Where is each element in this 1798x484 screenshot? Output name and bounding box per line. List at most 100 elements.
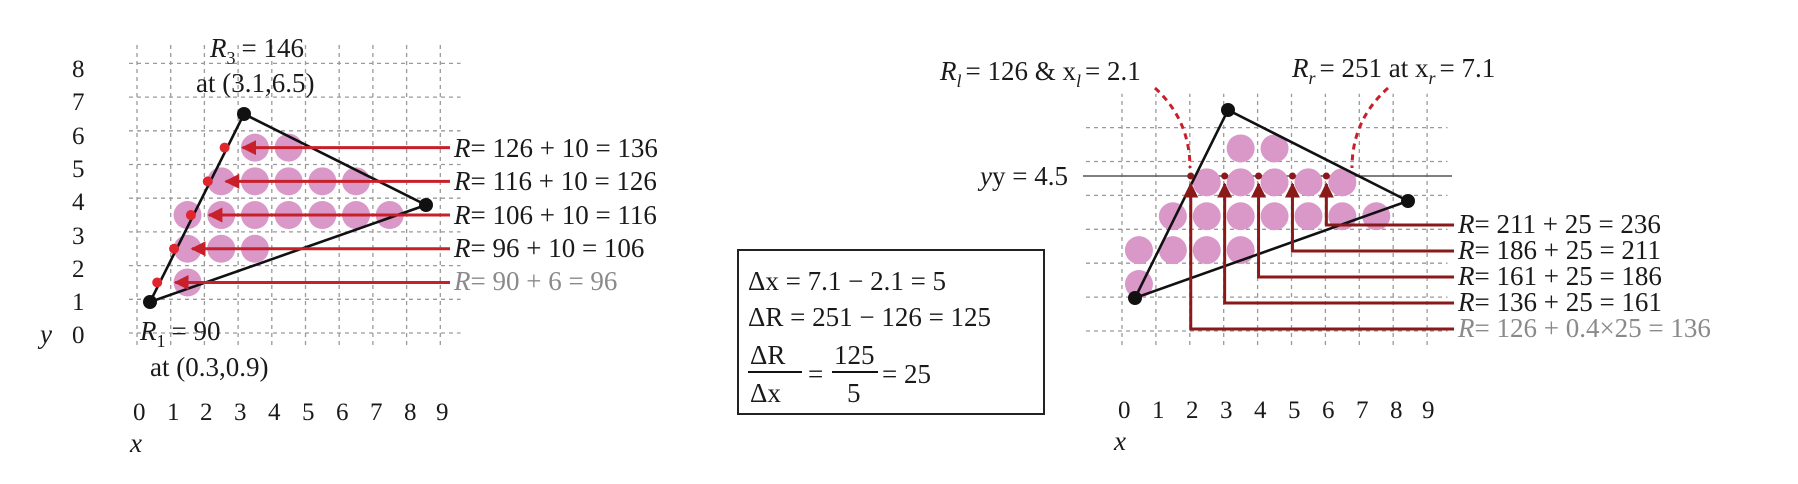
right-arrows: [1183, 172, 1454, 331]
rx-tick-7: 7: [1356, 397, 1369, 424]
right-pixel: [1260, 134, 1289, 163]
rx-tick-6: 6: [1322, 397, 1335, 424]
left-vertex-r3: [237, 107, 251, 121]
right-sample-dot: [1322, 172, 1330, 180]
right-x-axis-label: x: [1113, 426, 1126, 456]
right-vertex-top: [1221, 103, 1235, 117]
y-tick-1: 1: [72, 289, 85, 316]
left-equation-3: R= 106 + 10 = 116: [453, 200, 657, 230]
right-equation-3: R= 161 + 25 = 186: [1457, 261, 1662, 291]
rx-tick-1: 1: [1152, 397, 1165, 424]
right-pixel: [1226, 202, 1255, 231]
left-grid: [129, 43, 461, 345]
left-y-ticks: 0 1 2 3 4 5 6 7 8: [72, 56, 85, 349]
r3-value: = 146: [242, 33, 304, 63]
left-edge-dot: [202, 176, 213, 187]
x-tick-2: 2: [200, 399, 213, 426]
rr-label: Rr = 251 at xr = 7.1: [1291, 53, 1495, 88]
right-pixel: [1294, 202, 1323, 231]
x-tick-0: 0: [133, 399, 146, 426]
frac-equals: =: [808, 359, 823, 389]
left-vertex-r2: [419, 198, 433, 212]
left-panel: 0 1 2 3 4 5 6 7 8 y 0 1 2 3 4 5 6 7 8 9 …: [37, 33, 658, 458]
slope-line-dr: ΔR = 251 − 126 = 125: [748, 302, 991, 332]
left-x-axis-label: x: [129, 428, 142, 458]
frac2-numerator: 125: [834, 340, 875, 370]
r1-subscript: 1: [157, 331, 166, 351]
r3-symbol: R: [209, 33, 227, 63]
rl-label: Rl = 126 & xl = 2.1: [939, 56, 1141, 91]
y-tick-4: 4: [72, 189, 85, 216]
rx-tick-0: 0: [1118, 397, 1131, 424]
r3-subscript: 3: [227, 48, 236, 68]
rx-tick-2: 2: [1186, 397, 1199, 424]
y-tick-5: 5: [72, 156, 85, 183]
right-arrow: [1284, 182, 1454, 253]
frac2-denominator: 5: [847, 378, 861, 408]
right-panel: Rl = 126 & xl = 2.1 Rr = 251 at xr = 7.1 yy …: [939, 53, 1711, 456]
y-tick-0: 0: [72, 322, 85, 349]
right-triangle: [1132, 108, 1412, 301]
right-sample-dot: [1187, 172, 1195, 180]
right-pixel: [1226, 134, 1255, 163]
right-pixel: [1226, 168, 1255, 197]
y-tick-6: 6: [72, 123, 85, 150]
left-equation-5: R= 90 + 6 = 96: [453, 266, 617, 296]
right-pixel: [1328, 168, 1357, 197]
right-equation-5: R= 126 + 0.4×25 = 136: [1457, 313, 1711, 343]
right-sample-dot: [1288, 172, 1296, 180]
rx-tick-4: 4: [1254, 397, 1267, 424]
y-tick-2: 2: [72, 256, 85, 283]
x-tick-9: 9: [436, 399, 449, 426]
x-tick-5: 5: [302, 399, 315, 426]
right-pixel: [1158, 236, 1187, 265]
right-pixel: [1294, 168, 1323, 197]
slope-box-frame: [737, 249, 1045, 415]
right-pixel: [1192, 236, 1221, 265]
left-edge-dot: [219, 142, 230, 153]
left-equation-4: R= 96 + 10 = 106: [453, 233, 644, 263]
left-equation-1: R= 126 + 10 = 136: [453, 133, 658, 163]
right-pixel: [1192, 168, 1221, 197]
scanline-label: yy = 4.5: [977, 161, 1068, 191]
right-x-ticks: 0 1 2 3 4 5 6 7 8 9: [1118, 397, 1435, 424]
scanline-label-text: y = 4.5: [992, 161, 1068, 191]
r3-coords: at (3.1,6.5): [196, 68, 314, 98]
x-tick-1: 1: [167, 399, 180, 426]
x-tick-7: 7: [370, 399, 383, 426]
right-equation-1: R= 211 + 25 = 236: [1457, 209, 1661, 239]
svg-text:R3= 146: R3 = 146: [209, 33, 304, 68]
rx-tick-3: 3: [1220, 397, 1233, 424]
rx-tick-8: 8: [1390, 397, 1403, 424]
left-edge-dot: [152, 277, 163, 288]
x-tick-4: 4: [268, 399, 281, 426]
slope-result: = 25: [882, 359, 931, 389]
x-tick-8: 8: [404, 399, 417, 426]
rr-leader: [1350, 86, 1389, 169]
r1-symbol: R: [139, 316, 157, 346]
right-arrow: [1183, 182, 1454, 331]
frac1-denominator: Δx: [750, 378, 781, 408]
r3-label: R3 = 146 at (3.1,6.5): [196, 33, 314, 98]
frac1-numerator: ΔR: [750, 340, 785, 370]
right-equation-4: R= 136 + 25 = 161: [1457, 287, 1662, 317]
right-pixel: [1328, 202, 1357, 231]
x-tick-3: 3: [234, 399, 247, 426]
left-x-ticks: 0 1 2 3 4 5 6 7 8 9: [133, 399, 449, 426]
rx-tick-9: 9: [1422, 397, 1435, 424]
left-equations: R= 126 + 10 = 136 R= 116 + 10 = 126 R= 1…: [453, 133, 658, 296]
r1-value: = 90: [172, 316, 221, 346]
right-pixel: [1260, 202, 1289, 231]
left-edge-dot: [185, 210, 196, 221]
y-tick-3: 3: [72, 223, 85, 250]
r1-label: R1 = 90 at (0.3,0.9): [139, 316, 268, 382]
x-tick-6: 6: [336, 399, 349, 426]
r1-coords: at (0.3,0.9): [150, 352, 268, 382]
right-arrow: [1217, 182, 1454, 305]
y-tick-7: 7: [72, 89, 85, 116]
left-edge-dot: [169, 243, 180, 254]
y-tick-8: 8: [72, 56, 85, 83]
left-triangle: [147, 112, 430, 305]
right-equations: R= 211 + 25 = 236 R= 186 + 25 = 211 R= 1…: [1457, 209, 1711, 343]
